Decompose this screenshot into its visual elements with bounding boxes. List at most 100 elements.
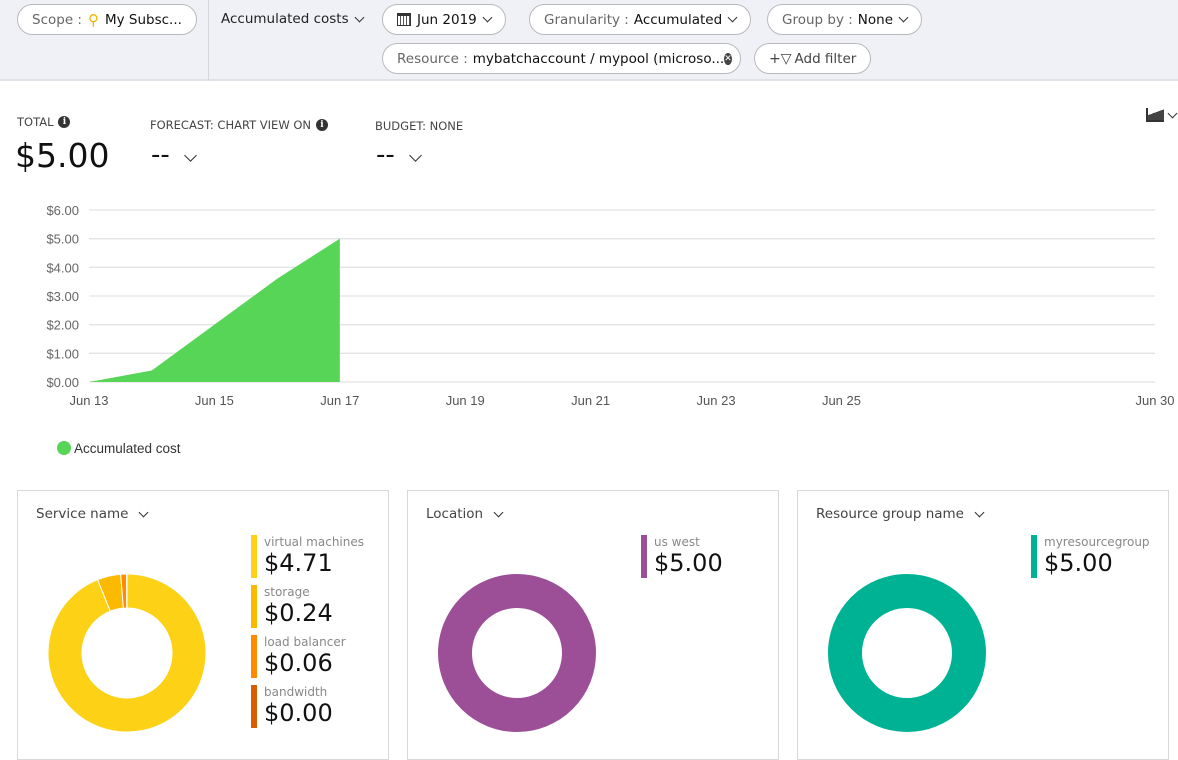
legend-name: us west bbox=[654, 535, 723, 549]
legend-swatch bbox=[641, 535, 647, 578]
legend-value: $4.71 bbox=[264, 549, 364, 577]
total-label: TOTAL i bbox=[17, 115, 70, 129]
legend-value: $0.06 bbox=[264, 649, 364, 677]
legend-item[interactable]: myresourcegroup$5.00 bbox=[1031, 535, 1150, 585]
add-filter-button[interactable]: +▽ Add filter bbox=[754, 43, 871, 74]
key-icon: ⚲ bbox=[88, 11, 99, 29]
x-tick-label: Jun 15 bbox=[195, 393, 234, 408]
breakdown-card: Resource group name myresourcegroup$5.00 bbox=[797, 490, 1169, 760]
scope-value: My Subsc... bbox=[105, 12, 182, 28]
legend-swatch bbox=[251, 685, 257, 728]
y-tick-label: $6.00 bbox=[46, 203, 79, 218]
donut-chart bbox=[825, 571, 989, 735]
date-picker[interactable]: Jun 2019 bbox=[382, 4, 506, 35]
legend-swatch bbox=[251, 535, 257, 578]
chart-type-selector[interactable] bbox=[1146, 108, 1176, 122]
chevron-down-icon bbox=[1168, 108, 1178, 118]
legend-name: storage bbox=[264, 585, 364, 599]
filter-value: mybatchaccount / mypool (microso... bbox=[473, 51, 724, 67]
legend-swatch bbox=[251, 635, 257, 678]
view-label: Accumulated costs bbox=[221, 11, 349, 27]
donut-chart bbox=[45, 571, 209, 735]
resource-filter-pill[interactable]: Resource :mybatchaccount / mypool (micro… bbox=[382, 43, 741, 74]
legend-swatch bbox=[1031, 535, 1037, 578]
calendar-icon bbox=[397, 13, 411, 26]
donut-slice[interactable] bbox=[455, 591, 579, 715]
area-chart-icon bbox=[1146, 108, 1164, 122]
legend-item[interactable]: storage$0.24 bbox=[251, 585, 364, 635]
legend: us west$5.00 bbox=[641, 535, 723, 585]
granularity-label: Granularity : bbox=[544, 12, 629, 28]
card-header: Location bbox=[426, 506, 483, 522]
x-tick-label: Jun 17 bbox=[320, 393, 359, 408]
y-tick-label: $4.00 bbox=[46, 260, 79, 275]
info-icon[interactable]: i bbox=[316, 119, 328, 131]
group-by-value: None bbox=[858, 12, 893, 28]
scope-label: Scope : bbox=[32, 12, 82, 28]
y-tick-label: $3.00 bbox=[46, 289, 79, 304]
legend-value: $0.00 bbox=[264, 699, 364, 727]
granularity-value: Accumulated bbox=[634, 12, 722, 28]
chevron-down-icon bbox=[184, 149, 197, 162]
chevron-down-icon bbox=[494, 507, 504, 517]
y-tick-label: $5.00 bbox=[46, 232, 79, 247]
card-group-selector[interactable]: Resource group name bbox=[816, 506, 983, 522]
chevron-down-icon bbox=[139, 507, 149, 517]
card-group-selector[interactable]: Location bbox=[426, 506, 502, 522]
x-tick-label: Jun 25 bbox=[822, 393, 861, 408]
legend-value: $0.24 bbox=[264, 599, 364, 627]
granularity-button[interactable]: Granularity : Accumulated bbox=[529, 4, 751, 35]
forecast-value: -- bbox=[151, 140, 170, 170]
budget-dropdown[interactable]: -- bbox=[376, 140, 420, 170]
x-tick-label: Jun 23 bbox=[697, 393, 736, 408]
add-filter-label: Add filter bbox=[795, 51, 857, 67]
legend-name: load balancer bbox=[264, 635, 364, 649]
view-selector[interactable]: Accumulated costs bbox=[221, 11, 363, 27]
legend-item[interactable]: virtual machines$4.71 bbox=[251, 535, 364, 585]
chevron-down-icon bbox=[482, 13, 492, 23]
date-value: Jun 2019 bbox=[417, 12, 477, 28]
legend-marker bbox=[57, 441, 71, 455]
y-tick-label: $2.00 bbox=[46, 318, 79, 333]
chevron-down-icon bbox=[899, 13, 909, 23]
scope-button[interactable]: Scope : ⚲ My Subsc... bbox=[17, 4, 197, 35]
remove-filter-icon[interactable]: ✕ bbox=[724, 53, 732, 65]
total-label-text: TOTAL bbox=[17, 115, 53, 129]
forecast-dropdown[interactable]: -- bbox=[151, 140, 195, 170]
legend-swatch bbox=[251, 585, 257, 628]
y-tick-label: $0.00 bbox=[46, 375, 79, 390]
accumulated-cost-chart: $0.00 $1.00 $2.00 $3.00 $4.00 $5.00 $6.00 Jun 1… bbox=[0, 195, 1178, 465]
x-tick-label: Jun 13 bbox=[69, 393, 108, 408]
chevron-down-icon bbox=[728, 13, 738, 23]
group-by-button[interactable]: Group by : None bbox=[767, 4, 922, 35]
card-header: Service name bbox=[36, 506, 128, 522]
legend-name: bandwidth bbox=[264, 685, 364, 699]
legend-value: $5.00 bbox=[1044, 549, 1150, 577]
legend-label[interactable]: Accumulated cost bbox=[74, 441, 181, 456]
info-icon[interactable]: i bbox=[58, 116, 70, 128]
area-series[interactable] bbox=[89, 239, 340, 382]
group-by-label: Group by : bbox=[782, 12, 853, 28]
donut-slice[interactable] bbox=[845, 591, 969, 715]
card-group-selector[interactable]: Service name bbox=[36, 506, 147, 522]
x-tick-label: Jun 30 bbox=[1135, 393, 1174, 408]
legend: myresourcegroup$5.00 bbox=[1031, 535, 1150, 585]
divider bbox=[208, 0, 209, 81]
budget-label-text: BUDGET: NONE bbox=[375, 119, 463, 133]
donut-chart bbox=[435, 571, 599, 735]
legend-item[interactable]: load balancer$0.06 bbox=[251, 635, 364, 685]
x-tick-label: Jun 19 bbox=[446, 393, 485, 408]
card-header: Resource group name bbox=[816, 506, 964, 522]
breakdown-card: Location us west$5.00 bbox=[407, 490, 779, 760]
budget-label: BUDGET: NONE bbox=[375, 119, 463, 133]
add-filter-icon: +▽ bbox=[769, 51, 792, 67]
y-tick-label: $1.00 bbox=[46, 346, 79, 361]
legend-item[interactable]: bandwidth$0.00 bbox=[251, 685, 364, 735]
legend-item[interactable]: us west$5.00 bbox=[641, 535, 723, 585]
forecast-label-text: FORECAST: CHART VIEW ON bbox=[150, 118, 311, 132]
budget-value: -- bbox=[376, 140, 395, 170]
legend-value: $5.00 bbox=[654, 549, 723, 577]
chevron-down-icon bbox=[354, 12, 364, 22]
